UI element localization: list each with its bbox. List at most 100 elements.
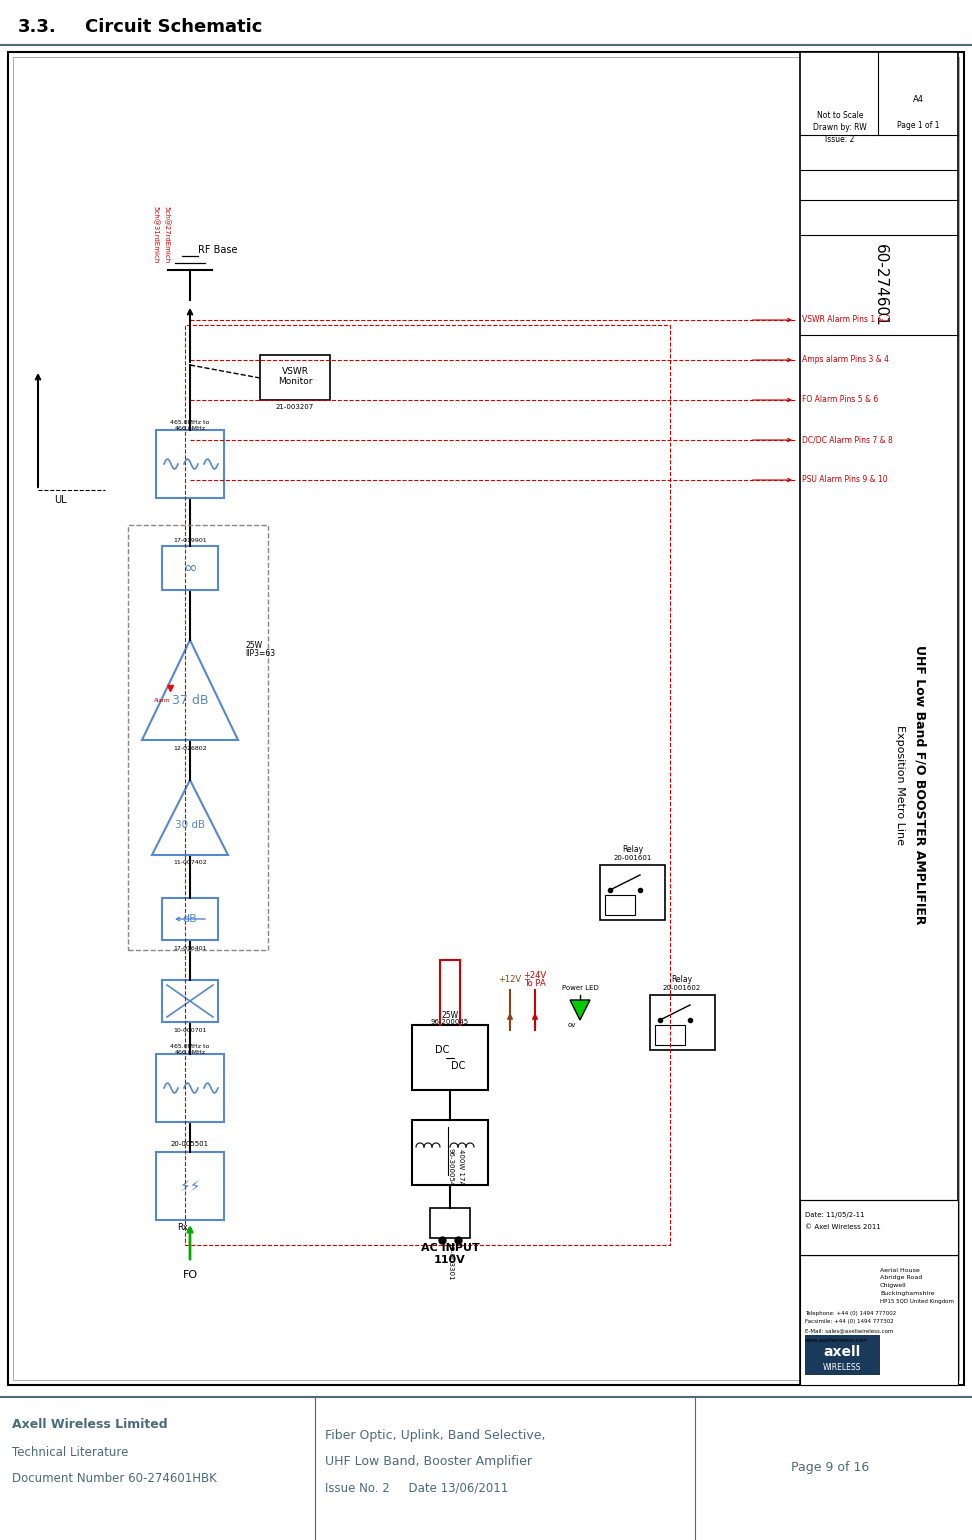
Text: A4: A4 <box>913 95 923 105</box>
Text: DC: DC <box>434 1046 449 1055</box>
Text: Issue No. 2     Date 13/06/2011: Issue No. 2 Date 13/06/2011 <box>325 1481 508 1494</box>
Text: 110V: 110V <box>434 1255 466 1264</box>
Text: 30 dB: 30 dB <box>175 819 205 830</box>
Text: Page 9 of 16: Page 9 of 16 <box>791 1461 869 1474</box>
Text: Circuit Schematic: Circuit Schematic <box>85 18 262 35</box>
Bar <box>412 1120 488 1184</box>
Text: 11-007402: 11-007402 <box>173 861 207 865</box>
Text: AC INPUT: AC INPUT <box>421 1243 479 1254</box>
Text: axell logo area: axell logo area <box>805 1238 846 1243</box>
Text: © Axel Wireless 2011: © Axel Wireless 2011 <box>805 1224 881 1230</box>
Text: 17-016401: 17-016401 <box>173 946 207 950</box>
Bar <box>128 525 268 950</box>
Bar <box>430 1207 470 1238</box>
Text: VSWR: VSWR <box>282 368 308 376</box>
Text: PSU Alarm Pins 9 & 10: PSU Alarm Pins 9 & 10 <box>802 476 887 485</box>
Text: +24V: +24V <box>524 970 546 979</box>
Text: Abridge Road: Abridge Road <box>880 1275 922 1280</box>
Bar <box>156 1152 224 1220</box>
Bar <box>605 895 635 915</box>
Text: 25W: 25W <box>245 641 262 650</box>
Bar <box>8 52 964 1384</box>
Text: 60-274601: 60-274601 <box>873 243 887 326</box>
Polygon shape <box>152 779 228 855</box>
Polygon shape <box>142 641 238 741</box>
Text: FO Alarm Pins 5 & 6: FO Alarm Pins 5 & 6 <box>802 396 879 405</box>
Text: Axell Wireless Limited: Axell Wireless Limited <box>12 1418 167 1432</box>
Bar <box>162 547 218 590</box>
Text: 3.3.: 3.3. <box>18 18 56 35</box>
Bar <box>600 865 665 919</box>
Text: 465.0MHz to: 465.0MHz to <box>170 1044 210 1049</box>
Bar <box>162 979 218 1023</box>
Text: 466.0MHz: 466.0MHz <box>175 425 205 431</box>
Bar <box>800 1255 958 1384</box>
Text: ov: ov <box>568 1023 576 1029</box>
Text: Document Number 60-274601HBK: Document Number 60-274601HBK <box>12 1472 217 1485</box>
Bar <box>800 1200 958 1255</box>
Text: HP15 5QD United Kingdom: HP15 5QD United Kingdom <box>880 1300 954 1304</box>
Text: UHF Low Band F/O BOOSTER AMPLIFIER: UHF Low Band F/O BOOSTER AMPLIFIER <box>914 645 926 924</box>
Text: WIRELESS: WIRELESS <box>823 1363 861 1372</box>
Text: DC/DC Alarm Pins 7 & 8: DC/DC Alarm Pins 7 & 8 <box>802 436 892 445</box>
Text: 96-300054: 96-300054 <box>447 1147 453 1186</box>
Text: 21-003207: 21-003207 <box>276 403 314 410</box>
Bar <box>412 1026 488 1090</box>
Text: 5ch@31rdEmich: 5ch@31rdEmich <box>152 206 158 263</box>
Polygon shape <box>570 999 590 1019</box>
Text: Technical Literature: Technical Literature <box>12 1446 128 1458</box>
Text: www.axellwireless.com: www.axellwireless.com <box>805 1338 869 1343</box>
Text: ⚡⚡: ⚡⚡ <box>179 1178 201 1194</box>
Text: axell: axell <box>823 1344 860 1358</box>
Text: 17-019901: 17-019901 <box>173 537 207 542</box>
Text: IIP3=63: IIP3=63 <box>245 648 275 658</box>
Bar <box>805 1335 880 1375</box>
Text: 20-001601: 20-001601 <box>613 855 652 861</box>
Text: Relay: Relay <box>622 845 643 855</box>
Bar <box>13 57 959 1380</box>
Bar <box>260 356 330 400</box>
Text: 20-005501: 20-005501 <box>171 1141 209 1147</box>
Text: Not to Scale: Not to Scale <box>816 111 863 120</box>
Bar <box>162 898 218 939</box>
Text: Power LED: Power LED <box>562 986 599 992</box>
Text: VSWR Alarm Pins 1 & 2: VSWR Alarm Pins 1 & 2 <box>802 316 890 325</box>
Text: Issue: 2: Issue: 2 <box>825 136 854 145</box>
Text: Fiber Optic, Uplink, Band Selective,: Fiber Optic, Uplink, Band Selective, <box>325 1429 545 1441</box>
Text: dB: dB <box>183 915 197 924</box>
Text: To PA: To PA <box>524 978 546 987</box>
Text: 25W: 25W <box>441 1010 459 1019</box>
Text: 5ch@27rdEmich: 5ch@27rdEmich <box>162 206 169 263</box>
Text: 12-026802: 12-026802 <box>173 745 207 750</box>
Bar <box>650 995 715 1050</box>
Text: Exposition Metro Line: Exposition Metro Line <box>895 725 905 845</box>
Text: RF Base: RF Base <box>198 245 237 256</box>
Text: +12V: +12V <box>499 975 522 984</box>
Bar <box>185 325 670 1244</box>
Text: Alarm: Alarm <box>154 698 170 702</box>
Text: UHF Low Band, Booster Amplifier: UHF Low Band, Booster Amplifier <box>325 1455 532 1469</box>
Text: Page 1 of 1: Page 1 of 1 <box>897 120 939 129</box>
Text: Monitor: Monitor <box>278 377 312 387</box>
Text: 13-003301: 13-003301 <box>447 1241 453 1280</box>
Text: 465.0MHz to: 465.0MHz to <box>170 419 210 425</box>
Text: Rx: Rx <box>177 1223 188 1232</box>
Bar <box>156 1053 224 1123</box>
Text: 96-200045: 96-200045 <box>431 1019 469 1026</box>
Text: 10-000701: 10-000701 <box>173 1027 207 1032</box>
Text: E-Mail: sales@axellwireless.com: E-Mail: sales@axellwireless.com <box>805 1329 893 1334</box>
Text: 20-001602: 20-001602 <box>663 986 701 992</box>
Text: UL: UL <box>53 494 66 505</box>
Text: Relay: Relay <box>672 975 693 984</box>
Text: Date: 11/05/2-11: Date: 11/05/2-11 <box>805 1212 865 1218</box>
Text: 466.0MHz: 466.0MHz <box>175 1049 205 1055</box>
Text: DC: DC <box>451 1061 466 1070</box>
Bar <box>156 430 224 497</box>
Text: Drawn by: RW: Drawn by: RW <box>814 123 867 131</box>
Text: ∞: ∞ <box>183 559 197 578</box>
Text: 37 dB: 37 dB <box>172 693 208 707</box>
Text: 400W 17A: 400W 17A <box>458 1149 464 1186</box>
Text: Aerial House: Aerial House <box>880 1267 920 1272</box>
Text: Facsimile: +44 (0) 1494 777302: Facsimile: +44 (0) 1494 777302 <box>805 1320 893 1324</box>
Text: Amps alarm Pins 3 & 4: Amps alarm Pins 3 & 4 <box>802 356 889 365</box>
